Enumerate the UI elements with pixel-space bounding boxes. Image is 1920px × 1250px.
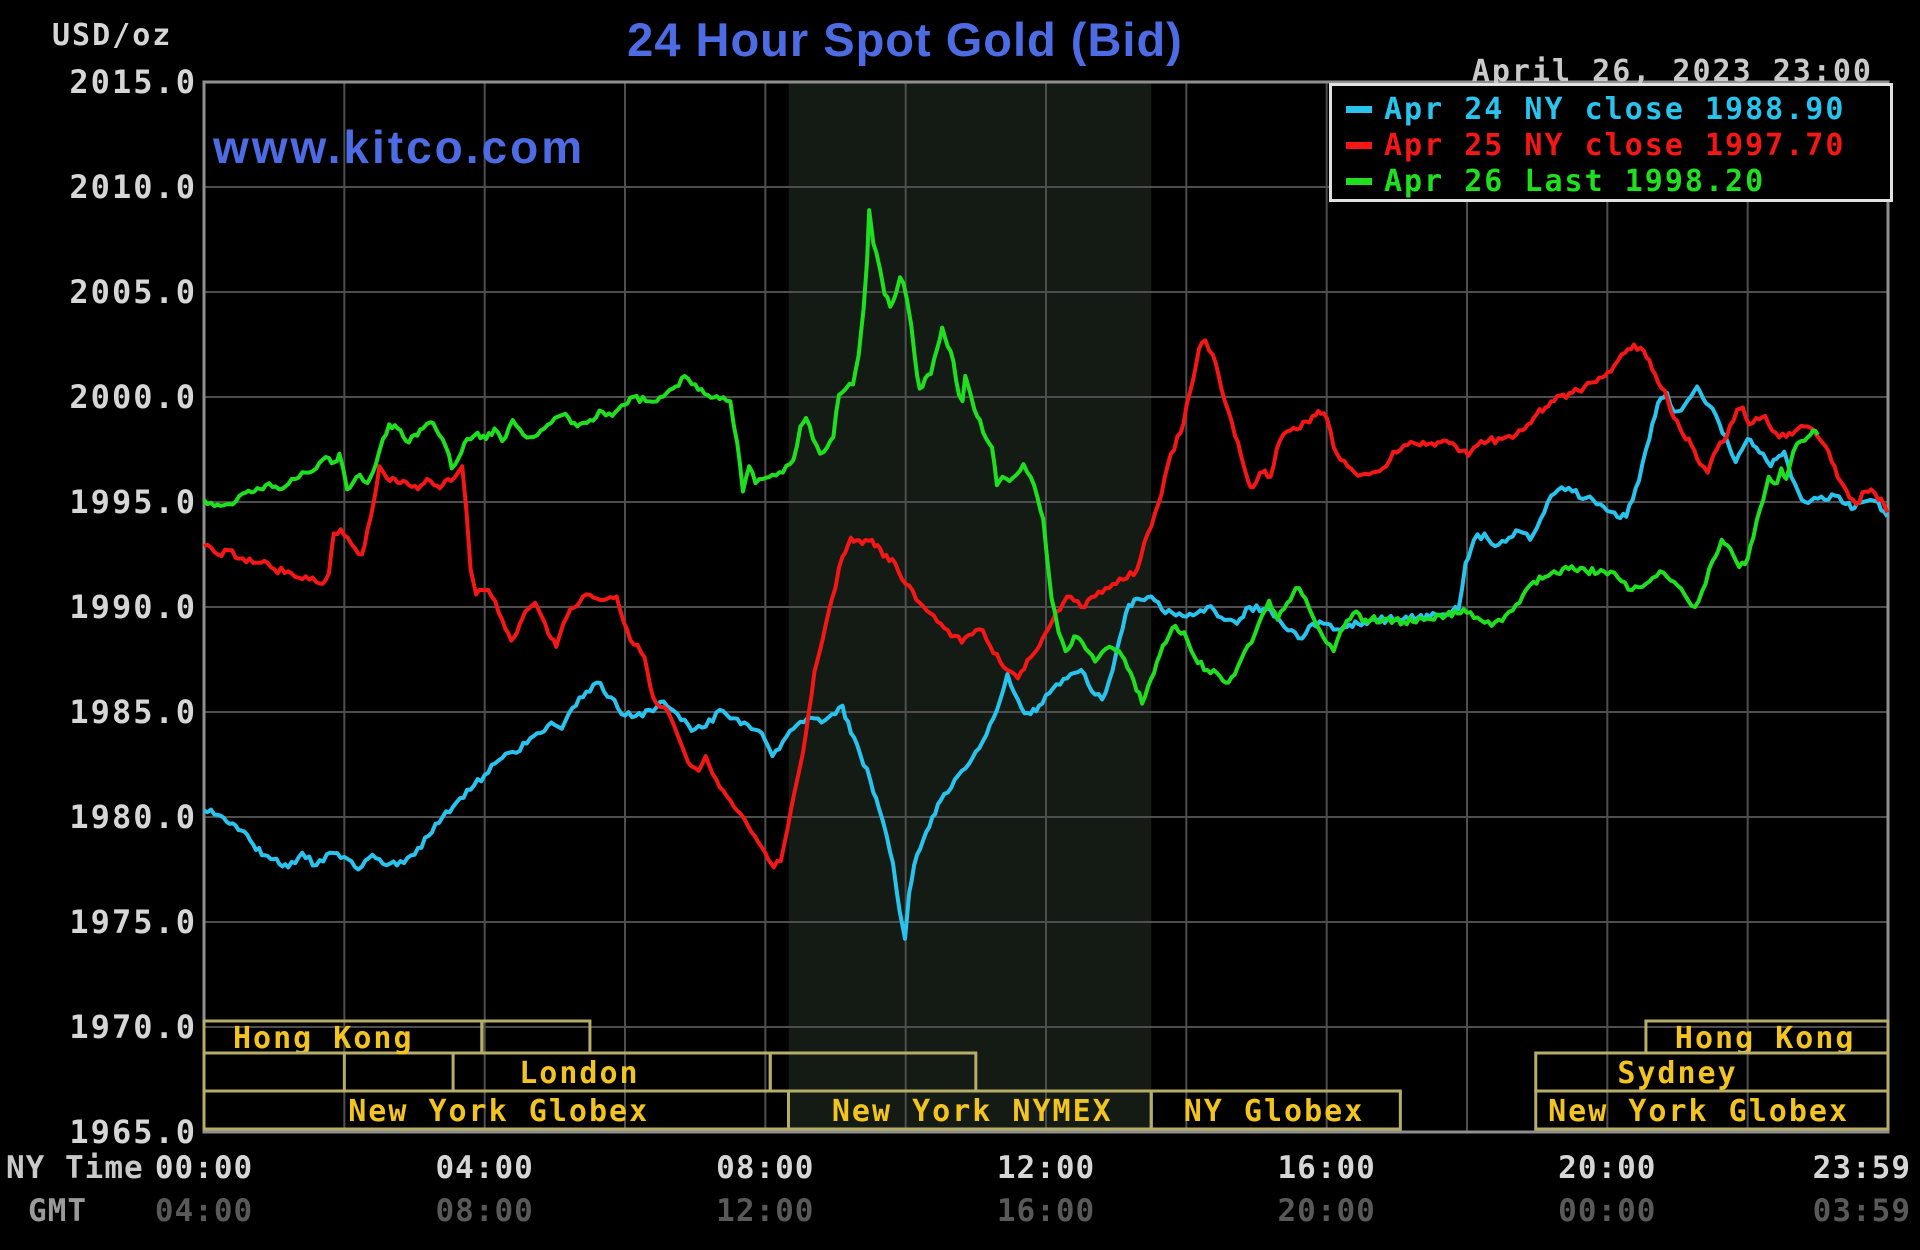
svg-text:1985.0: 1985.0: [69, 693, 197, 731]
svg-text:2015.0: 2015.0: [69, 63, 197, 101]
svg-text:00:00: 00:00: [1558, 1193, 1656, 1229]
svg-text:2010.0: 2010.0: [69, 168, 197, 206]
svg-text:03:59: 03:59: [1813, 1193, 1911, 1229]
svg-text:London: London: [519, 1056, 639, 1091]
x-axis-labels: NY Time GMT 00:00 04:00 04:00 08:00 08:00 12:00…: [6, 1150, 1911, 1229]
legend-dash-apr24-icon: [1346, 105, 1372, 113]
svg-text:12:00: 12:00: [997, 1150, 1095, 1186]
svg-text:16:00: 16:00: [997, 1193, 1095, 1229]
svg-text:1990.0: 1990.0: [69, 588, 197, 626]
svg-text:NY Globex: NY Globex: [1184, 1094, 1365, 1129]
svg-text:New York NYMEX: New York NYMEX: [832, 1094, 1113, 1129]
svg-text:16:00: 16:00: [1278, 1150, 1376, 1186]
legend: Apr 24 NY close 1988.90 Apr 25 NY close …: [1329, 83, 1893, 202]
svg-text:08:00: 08:00: [436, 1193, 534, 1229]
svg-text:2000.0: 2000.0: [69, 378, 197, 416]
series-apr-26-line: [202, 208, 1820, 706]
svg-text:12:00: 12:00: [716, 1193, 814, 1229]
legend-item-apr26: Apr 26 Last 1998.20: [1346, 163, 1890, 199]
svg-text:2005.0: 2005.0: [69, 273, 197, 311]
legend-dash-apr25-icon: [1346, 141, 1372, 149]
svg-text:Hong Kong: Hong Kong: [1675, 1021, 1856, 1056]
svg-text:1980.0: 1980.0: [69, 798, 197, 836]
plot-border: [202, 80, 1890, 1134]
svg-text:1965.0: 1965.0: [69, 1113, 197, 1151]
series-apr-24-line: [203, 384, 1890, 941]
svg-text:New York Globex: New York Globex: [348, 1094, 649, 1129]
y-axis-labels: 2015.0 2010.0 2005.0 2000.0 1995.0 1990.0 1985…: [69, 63, 197, 1151]
svg-text:NY Time: NY Time: [6, 1150, 144, 1186]
legend-item-label: Apr 26 Last 1998.20: [1384, 163, 1766, 199]
legend-item-label: Apr 24 NY close 1988.90: [1384, 91, 1846, 127]
grid-lines: [204, 82, 1888, 1132]
svg-text:20:00: 20:00: [1558, 1150, 1656, 1186]
svg-text:1970.0: 1970.0: [69, 1008, 197, 1046]
legend-dash-apr26-icon: [1346, 177, 1372, 185]
svg-text:New York Globex: New York Globex: [1548, 1094, 1849, 1129]
svg-text:00:00: 00:00: [155, 1150, 253, 1186]
chart-title: 24 Hour Spot Gold (Bid): [627, 13, 1183, 66]
svg-text:23:59: 23:59: [1813, 1150, 1911, 1186]
y-axis-unit-label: USD/oz: [52, 18, 173, 53]
svg-text:GMT: GMT: [28, 1193, 87, 1229]
svg-text:04:00: 04:00: [155, 1193, 253, 1229]
legend-item-label: Apr 25 NY close 1997.70: [1384, 127, 1846, 163]
svg-text:08:00: 08:00: [716, 1150, 814, 1186]
svg-text:1995.0: 1995.0: [69, 483, 197, 521]
svg-text:04:00: 04:00: [436, 1150, 534, 1186]
legend-item-apr24: Apr 24 NY close 1988.90: [1346, 91, 1890, 127]
svg-text:1975.0: 1975.0: [69, 903, 197, 941]
svg-text:20:00: 20:00: [1278, 1193, 1376, 1229]
legend-item-apr25: Apr 25 NY close 1997.70: [1346, 127, 1890, 163]
svg-text:Hong Kong: Hong Kong: [233, 1021, 414, 1056]
kitco-watermark: www.kitco.com: [213, 121, 586, 173]
svg-text:Sydney: Sydney: [1617, 1056, 1737, 1091]
